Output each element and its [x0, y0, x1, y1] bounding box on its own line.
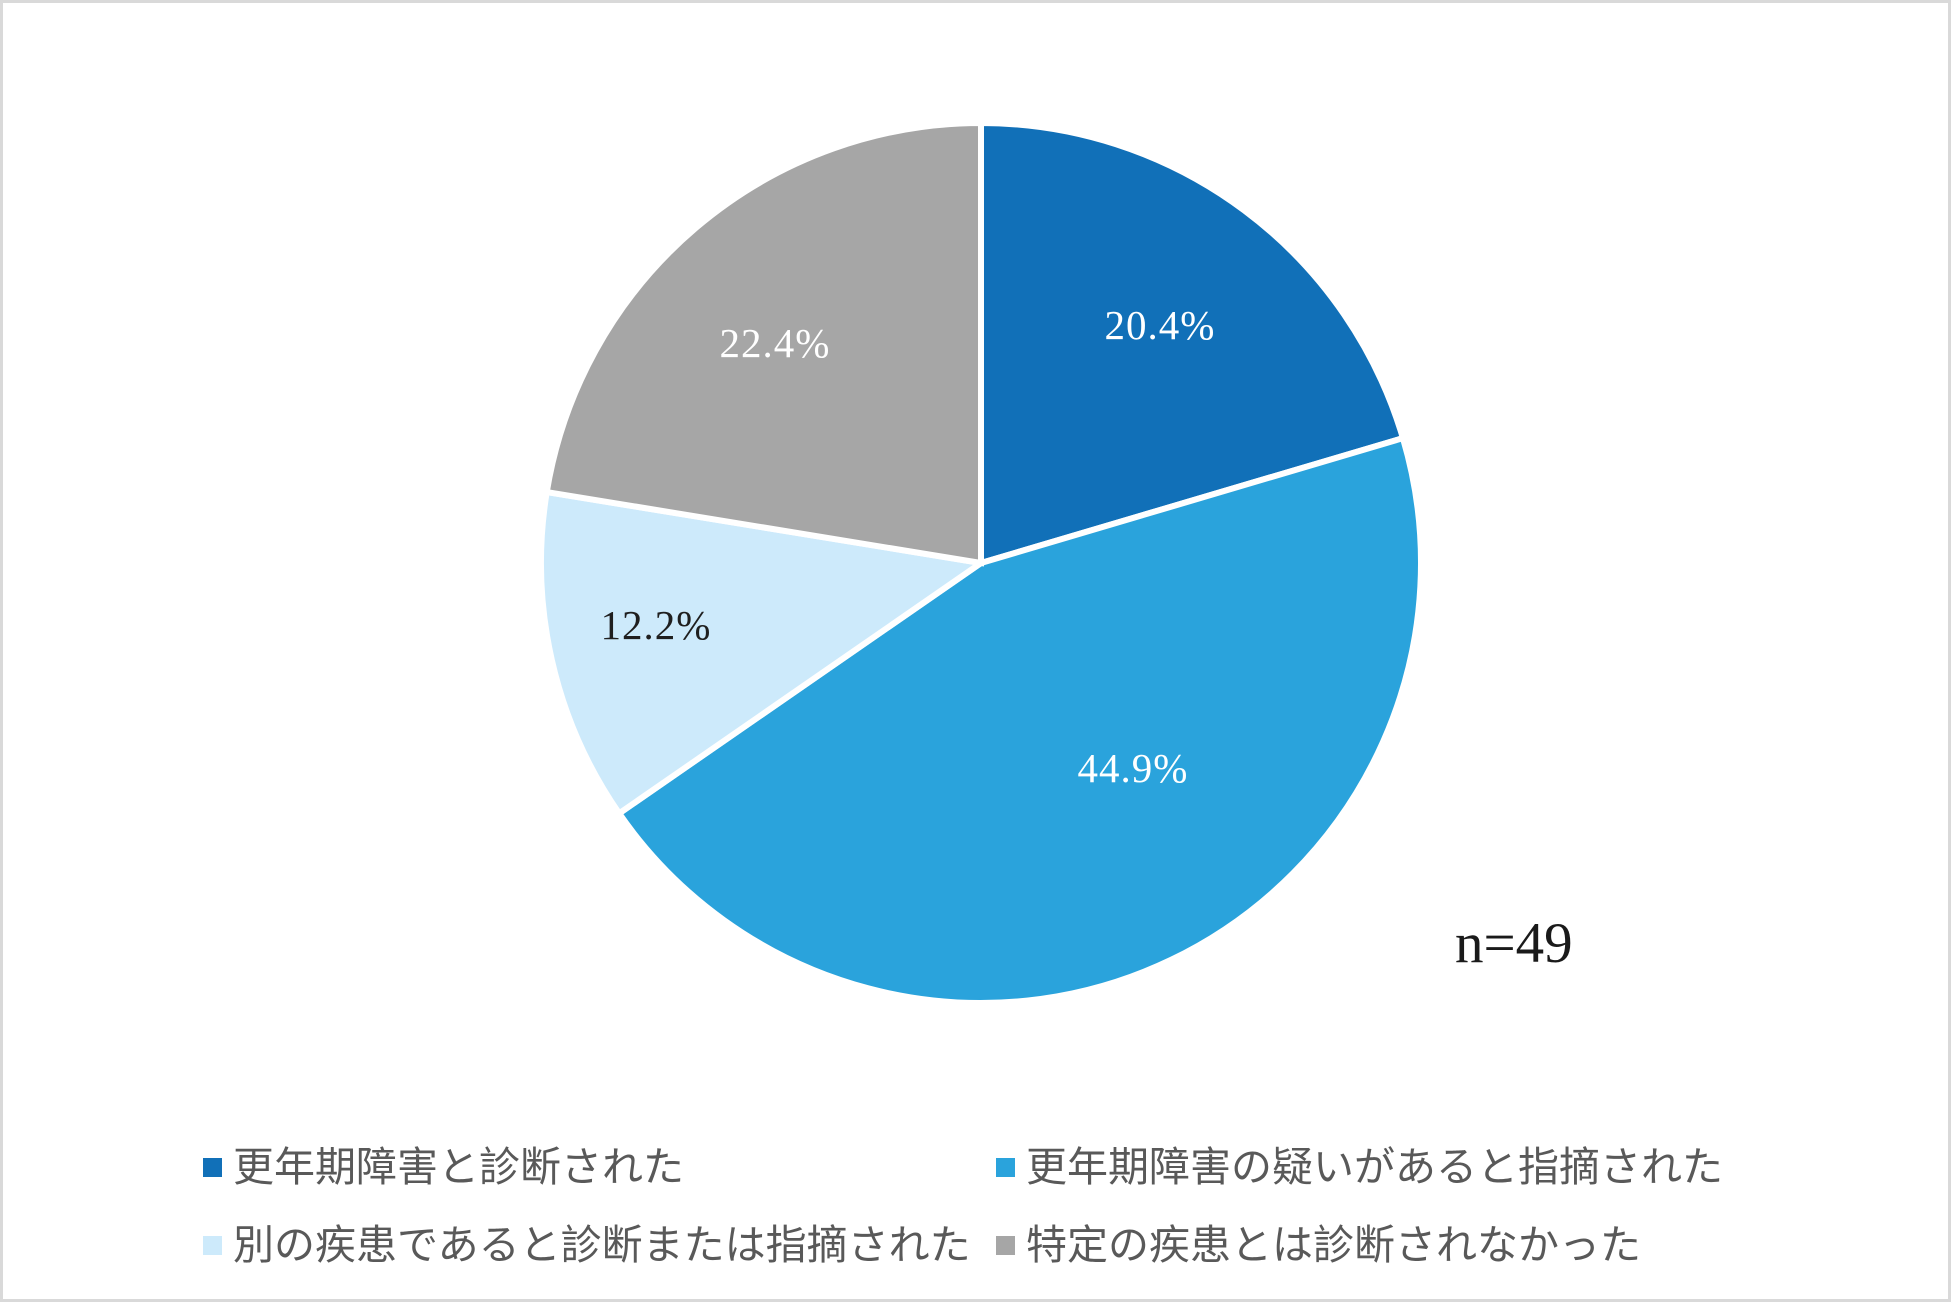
- pie-slice-3: [543, 119, 984, 567]
- legend-item-label: 更年期障害と診断された: [233, 1144, 684, 1190]
- slice-label-1: 44.9%: [1077, 745, 1189, 791]
- legend-item-0: 更年期障害と診断された: [203, 1143, 684, 1191]
- legend-item-label: 更年期障害の疑いがあると指摘された: [1026, 1144, 1723, 1190]
- legend-item-3: 特定の疾患とは診断されなかった: [996, 1221, 1641, 1269]
- slice-label-3: 22.4%: [719, 320, 831, 366]
- legend-item-label: 特定の疾患とは診断されなかった: [1026, 1222, 1641, 1268]
- sample-size-annotation: n=49: [1455, 912, 1573, 975]
- slice-label-2: 12.2%: [600, 602, 712, 648]
- pie-chart: [538, 119, 1424, 1006]
- legend-marker-icon: [996, 1235, 1015, 1255]
- slice-label-0: 20.4%: [1104, 302, 1216, 348]
- legend-marker-icon: [996, 1157, 1015, 1177]
- legend-marker-icon: [203, 1235, 222, 1255]
- pie-slice-0: [978, 119, 1407, 568]
- legend-item-1: 更年期障害の疑いがあると指摘された: [996, 1143, 1723, 1191]
- pie-slice-1: [615, 434, 1424, 1006]
- legend-item-2: 別の疾患であると診断または指摘された: [203, 1221, 971, 1269]
- legend-marker-icon: [203, 1157, 222, 1177]
- pie-slice-2: [538, 488, 989, 818]
- legend-item-label: 別の疾患であると診断または指摘された: [233, 1222, 971, 1268]
